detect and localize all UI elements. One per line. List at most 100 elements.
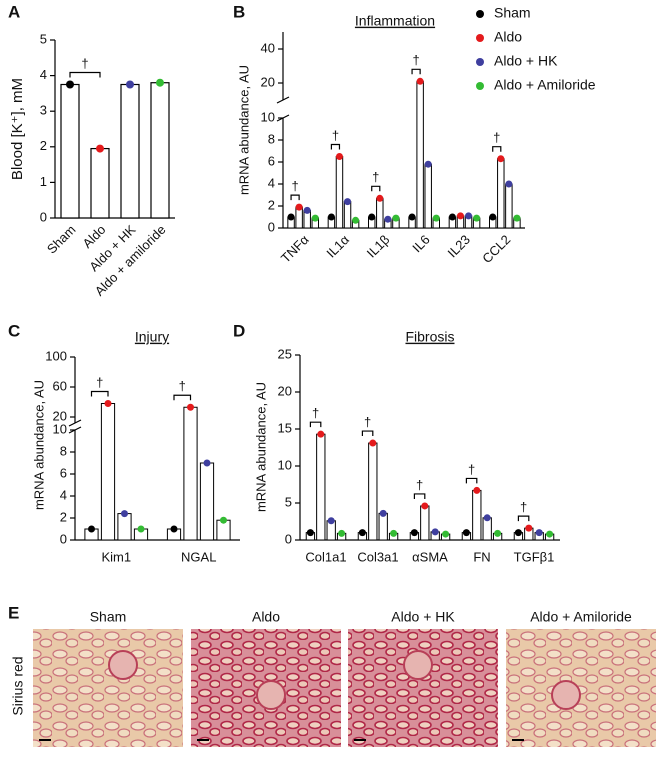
bar	[150, 82, 170, 219]
mean-dot	[424, 160, 432, 168]
mean-dot	[121, 510, 128, 518]
y-tick-label: 4	[268, 175, 275, 190]
bar	[199, 462, 215, 541]
bar	[120, 83, 140, 219]
panel-letter: C	[8, 321, 20, 340]
significance-bracket	[361, 430, 374, 437]
y-tick-label: 0	[268, 219, 275, 234]
chart-title: Inflammation	[355, 13, 435, 29]
significance-bracket	[371, 185, 381, 192]
x-tick-label: NGAL	[181, 549, 216, 564]
significance-bracket	[290, 194, 300, 201]
y-tick-label: 6	[268, 153, 275, 168]
mean-dot	[408, 213, 416, 221]
y-tick-label: 4	[60, 487, 67, 502]
y-tick-label: 5	[40, 31, 47, 46]
panel-letter: A	[8, 2, 20, 21]
mean-dot	[358, 529, 366, 537]
significance-label: †	[312, 406, 319, 421]
bar	[368, 442, 378, 541]
bar	[416, 80, 424, 229]
mean-dot	[379, 509, 387, 517]
mean-dot	[295, 203, 303, 211]
significance-label: †	[96, 375, 103, 390]
y-tick-label: 2	[268, 197, 275, 212]
y-tick-label: 8	[60, 443, 67, 458]
x-tick-label: Col1a1	[305, 549, 346, 564]
x-tick-label: Kim1	[101, 549, 131, 564]
significance-bracket	[173, 394, 192, 401]
mean-dot	[513, 214, 521, 222]
mean-dot	[352, 216, 360, 224]
y-tick-label: 5	[285, 494, 292, 509]
significance-label: †	[179, 379, 186, 394]
mean-dot	[421, 502, 429, 510]
mean-dot	[416, 77, 424, 85]
axis-break	[68, 426, 82, 434]
mean-dot	[126, 80, 134, 89]
micrograph	[506, 629, 656, 747]
bar	[497, 158, 505, 229]
mean-dot	[494, 529, 502, 537]
mean-dot	[369, 439, 377, 447]
bar	[472, 489, 482, 541]
bar	[343, 201, 352, 229]
x-tick-label: IL1α	[323, 232, 352, 261]
mean-dot	[156, 78, 164, 87]
y-tick-label: 8	[268, 131, 275, 146]
y-tick-label: 0	[285, 531, 292, 546]
mean-dot	[306, 529, 314, 537]
y-tick-label: 2	[40, 138, 47, 153]
legend-label: Sham	[494, 5, 531, 21]
mean-dot	[66, 80, 74, 89]
mean-dot	[303, 206, 311, 214]
significance-label: †	[291, 179, 298, 194]
y-axis-label: mRNA abundance, AU	[31, 380, 46, 510]
x-tick-label: TGFβ1	[514, 549, 555, 564]
bar	[100, 403, 116, 541]
mean-dot	[170, 525, 178, 533]
mean-dot	[88, 525, 95, 533]
micrograph	[33, 629, 183, 747]
glomerulus	[403, 650, 433, 680]
legend-marker	[476, 10, 484, 18]
significance-label: †	[332, 128, 339, 143]
mean-dot	[456, 212, 464, 220]
bar	[424, 163, 432, 229]
x-tick-label: IL1β	[364, 232, 393, 261]
mean-dot	[392, 214, 400, 222]
glomerulus	[256, 680, 286, 710]
legend-marker	[476, 82, 484, 90]
mean-dot	[335, 153, 343, 160]
x-tick-label: TNFα	[278, 232, 312, 266]
bar	[60, 83, 80, 219]
glomerulus	[108, 650, 138, 680]
bar	[117, 513, 132, 541]
y-axis-label: Blood [K⁺], mM	[9, 78, 26, 180]
significance-bracket	[411, 68, 421, 75]
y-tick-label: 0	[40, 209, 47, 224]
significance-bracket	[465, 477, 478, 484]
significance-label: †	[412, 53, 419, 68]
mean-dot	[473, 214, 481, 222]
bar	[378, 512, 388, 541]
mean-dot	[311, 214, 319, 222]
x-tick-label: CCL2	[479, 232, 513, 266]
bar	[90, 147, 110, 219]
legend-marker	[476, 58, 484, 66]
mean-dot	[104, 400, 112, 407]
y-tick-label: 100	[45, 348, 67, 363]
bar	[183, 406, 198, 541]
significance-bracket	[492, 146, 502, 152]
x-tick-label: IL23	[445, 232, 474, 261]
mean-dot	[338, 529, 346, 537]
x-tick-label: IL6	[409, 232, 432, 255]
y-tick-label: 6	[60, 465, 67, 480]
y-tick-label: 4	[40, 67, 47, 82]
bar	[505, 183, 513, 229]
image-label: Aldo	[252, 609, 280, 625]
significance-bracket	[330, 143, 341, 150]
mean-dot	[368, 213, 376, 221]
legend-label: Aldo	[494, 29, 522, 45]
